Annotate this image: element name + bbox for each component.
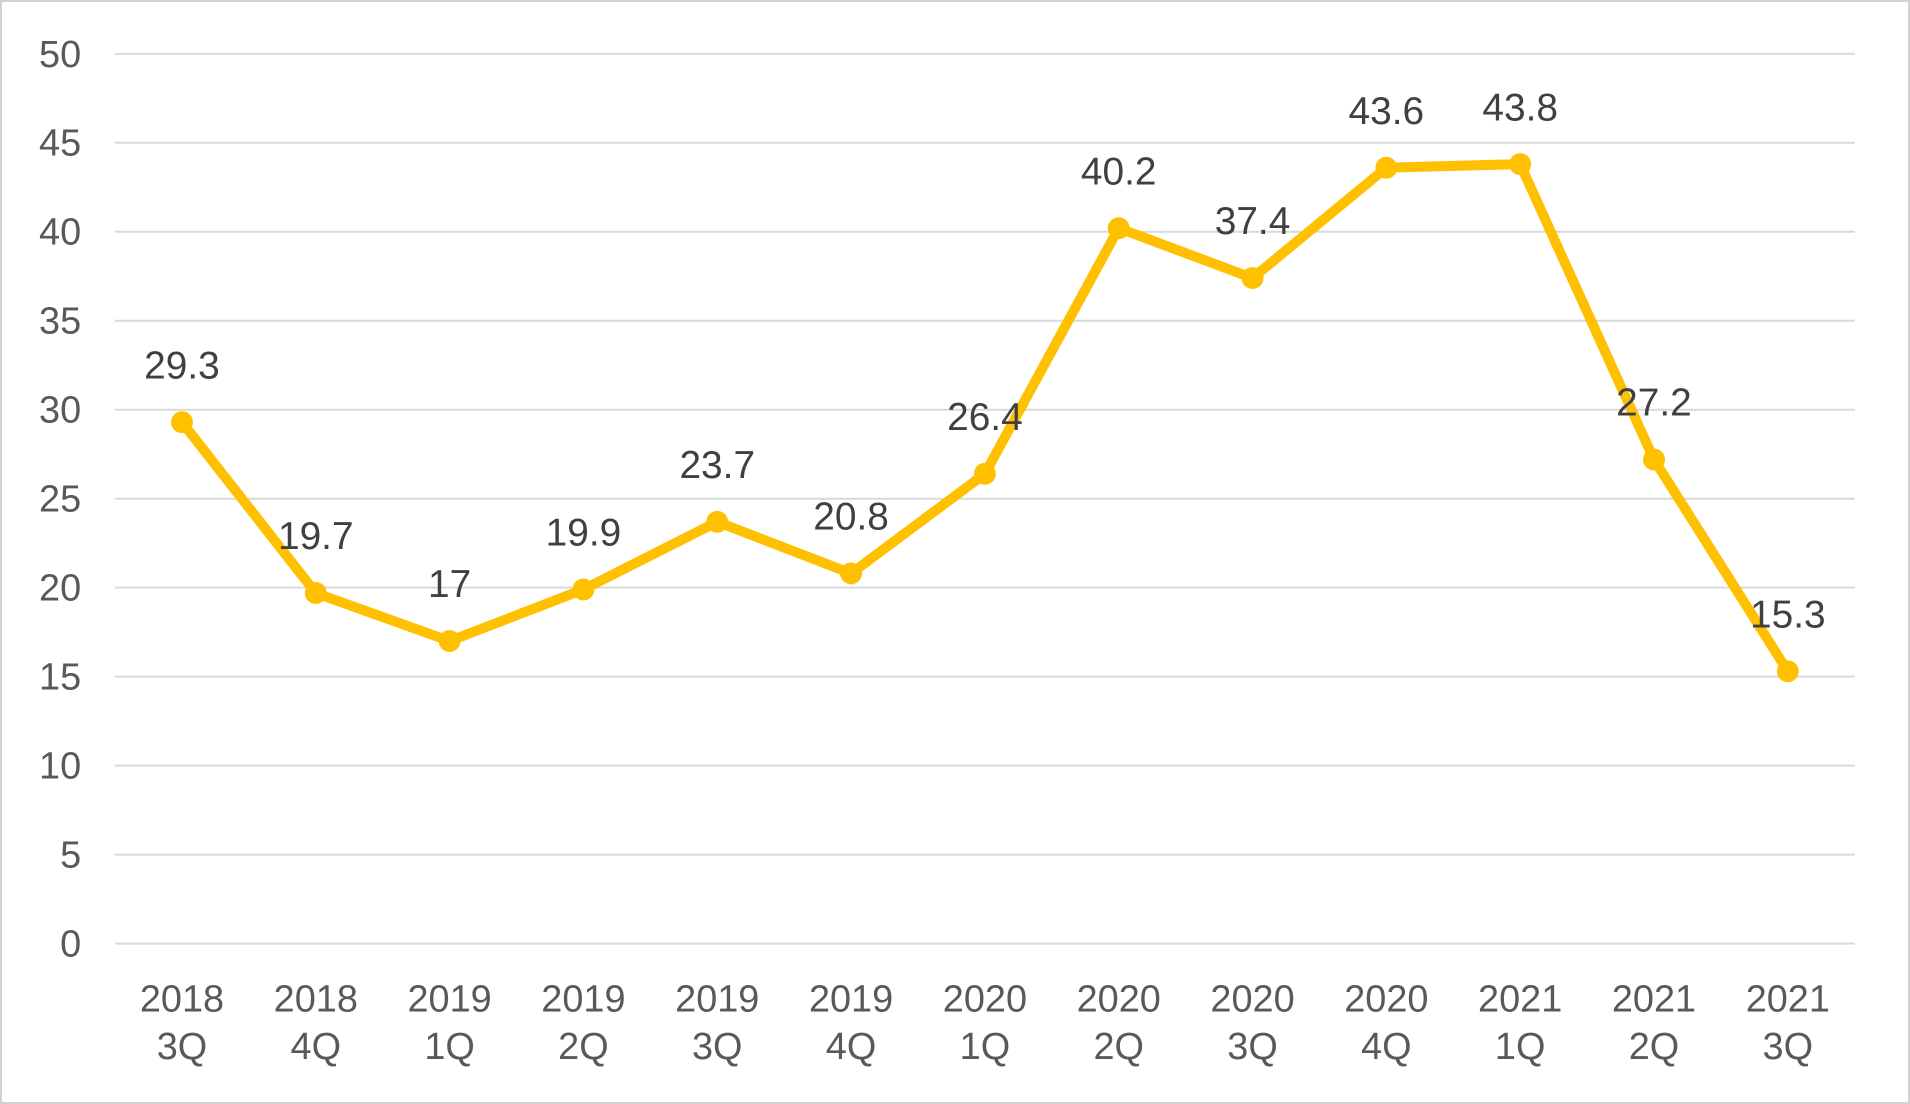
x-axis-tick-label-year: 2019 (541, 978, 625, 1020)
data-point-label: 23.7 (679, 444, 755, 487)
data-point-marker (973, 462, 996, 485)
x-axis-tick-label-year: 2021 (1478, 978, 1562, 1020)
x-axis-tick-label-quarter: 2Q (1093, 1026, 1144, 1068)
data-point-label: 19.9 (546, 512, 622, 555)
data-point-marker (1509, 153, 1532, 176)
x-axis-tick-label-quarter: 4Q (1361, 1026, 1412, 1068)
data-point-marker (572, 578, 595, 601)
y-axis-tick-label: 0 (60, 924, 81, 966)
x-axis-tick-label-quarter: 4Q (826, 1026, 877, 1068)
x-axis-tick-label-year: 2020 (943, 978, 1027, 1020)
y-axis-tick-label: 40 (39, 212, 81, 254)
x-axis-tick-label-year: 2018 (140, 978, 224, 1020)
data-point-marker (1776, 660, 1799, 683)
x-axis-tick-label-quarter: 3Q (692, 1026, 743, 1068)
data-point-label: 26.4 (947, 396, 1023, 439)
x-axis-tick-label-year: 2019 (675, 978, 759, 1020)
x-axis-tick-label-quarter: 2Q (1629, 1026, 1680, 1068)
y-axis-tick-label: 50 (39, 34, 81, 76)
x-axis-tick-label-quarter: 2Q (558, 1026, 609, 1068)
x-axis-tick-label-quarter: 4Q (291, 1026, 342, 1068)
data-point-marker (171, 411, 193, 434)
x-axis-tick-label-quarter: 3Q (1763, 1026, 1814, 1068)
data-point-marker (438, 630, 461, 653)
data-point-marker (840, 562, 863, 585)
x-axis-tick-label-year: 2021 (1746, 978, 1830, 1020)
y-axis-tick-label: 15 (39, 657, 81, 699)
y-axis-tick-label: 5 (60, 835, 81, 877)
x-axis-tick-label-quarter: 3Q (157, 1026, 208, 1068)
data-point-label: 37.4 (1215, 200, 1291, 243)
y-axis-tick-label: 10 (39, 746, 81, 788)
data-point-label: 17 (428, 563, 471, 606)
data-point-label: 29.3 (144, 344, 220, 387)
x-axis-tick-label-year: 2020 (1344, 978, 1428, 1020)
x-axis-tick-label-year: 2021 (1612, 978, 1696, 1020)
data-point-marker (1643, 448, 1665, 471)
data-point-marker (1107, 217, 1130, 240)
x-axis-tick-label-quarter: 1Q (960, 1026, 1011, 1068)
data-point-label: 43.8 (1482, 86, 1558, 129)
data-point-label: 43.6 (1349, 90, 1425, 133)
x-axis-tick-label-year: 2018 (274, 978, 358, 1020)
x-axis-tick-label-quarter: 3Q (1227, 1026, 1278, 1068)
x-axis-tick-label-quarter: 1Q (1495, 1026, 1546, 1068)
data-point-label: 19.7 (278, 515, 354, 558)
x-axis-tick-label-year: 2019 (809, 978, 893, 1020)
y-axis-tick-label: 35 (39, 301, 81, 343)
data-point-marker (1375, 156, 1398, 179)
x-axis-tick-label-year: 2019 (407, 978, 491, 1020)
y-axis-tick-label: 25 (39, 479, 81, 521)
data-point-marker (706, 510, 729, 533)
data-point-label: 27.2 (1616, 382, 1692, 425)
data-point-marker (304, 582, 327, 604)
x-axis-tick-label-quarter: 1Q (424, 1026, 475, 1068)
x-axis-tick-label-year: 2020 (1077, 978, 1161, 1020)
y-axis-tick-label: 30 (39, 390, 81, 432)
data-point-label: 15.3 (1750, 593, 1826, 636)
y-axis-tick-label: 45 (39, 123, 81, 165)
y-axis-tick-label: 20 (39, 568, 81, 610)
data-point-marker (1241, 267, 1264, 289)
x-axis-tick-label-year: 2020 (1210, 978, 1294, 1020)
data-point-label: 40.2 (1081, 150, 1157, 193)
data-point-label: 20.8 (813, 496, 889, 539)
